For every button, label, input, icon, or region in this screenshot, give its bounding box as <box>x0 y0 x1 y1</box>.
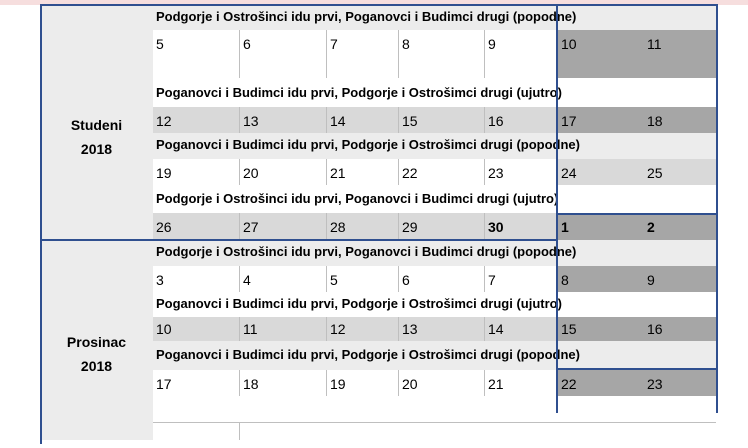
day-cell: 20 <box>399 370 485 396</box>
weekend-cell: 17 <box>558 107 644 133</box>
day-cell: 21 <box>327 159 399 185</box>
month-label-prosinac: Prosinac 2018 <box>40 330 153 378</box>
weekend-cell: 1 <box>558 213 644 240</box>
day-cell: 14 <box>327 107 399 133</box>
day-cell: 19 <box>153 159 240 185</box>
day-cell: 14 <box>485 317 558 341</box>
weekend-cell: 23 <box>644 370 716 396</box>
day-cell: 19 <box>327 370 399 396</box>
day-cell: 21 <box>485 370 558 396</box>
day-cell: 17 <box>153 370 240 396</box>
weekend-cell: 18 <box>644 107 716 133</box>
day-cell: 8 <box>399 30 485 78</box>
day-cell: 6 <box>399 266 485 292</box>
day-cell: 5 <box>327 266 399 292</box>
day-cell: 9 <box>485 30 558 78</box>
weekend-cell: 25 <box>644 159 716 185</box>
day-cell: 7 <box>327 30 399 78</box>
month-year: 2018 <box>80 141 113 157</box>
day-cell: 26 <box>153 213 240 240</box>
day-cell: 28 <box>327 213 399 240</box>
day-cell: 15 <box>399 107 485 133</box>
month-label-column <box>40 5 153 440</box>
day-cell: 4 <box>240 266 327 292</box>
day-cell: 13 <box>399 317 485 341</box>
day-cell: 5 <box>153 30 240 78</box>
banner-top: Podgorje i Ostrošinci idu prvi, Poganovc… <box>153 5 716 30</box>
banner: Poganovci i Budimci idu prvi, Podgorje i… <box>153 78 716 107</box>
weekend-cell: 8 <box>558 266 644 292</box>
month-label-studeni: Studeni 2018 <box>40 113 153 161</box>
day-cell: 12 <box>327 317 399 341</box>
day-cell: 6 <box>240 30 327 78</box>
weekend-cell: 22 <box>558 370 644 396</box>
day-cell: 27 <box>240 213 327 240</box>
weekend-cell: 11 <box>644 30 716 78</box>
weekend-cell: 2 <box>644 213 716 240</box>
weekend-cell: 9 <box>644 266 716 292</box>
day-cell: 13 <box>240 107 327 133</box>
day-cell-highlight: 30 <box>485 213 558 240</box>
banner: Poganovci i Budimci idu prvi, Podgorje i… <box>153 133 716 159</box>
weekend-cell: 16 <box>644 317 716 341</box>
day-cell: 11 <box>240 317 327 341</box>
weekend-cell: 15 <box>558 317 644 341</box>
day-cell: 23 <box>485 159 558 185</box>
empty-cell <box>153 423 240 440</box>
day-cell: 18 <box>240 370 327 396</box>
day-cell: 20 <box>240 159 327 185</box>
month-year: 2018 <box>80 358 113 374</box>
empty-row <box>153 396 716 423</box>
weekend-cell: 24 <box>558 159 644 185</box>
day-cell: 7 <box>485 266 558 292</box>
banner: Podgorje i Ostrošinci idu prvi, Poganovc… <box>153 185 716 213</box>
day-cell: 12 <box>153 107 240 133</box>
day-cell: 22 <box>399 159 485 185</box>
day-cell: 16 <box>485 107 558 133</box>
day-cell: 10 <box>153 317 240 341</box>
month-name: Prosinac <box>66 334 127 350</box>
weekend-cell: 10 <box>558 30 644 78</box>
day-cell: 29 <box>399 213 485 240</box>
top-strip <box>0 0 748 5</box>
day-cell: 3 <box>153 266 240 292</box>
banner: Poganovci i Budimci idu prvi, Podgorje i… <box>153 292 716 317</box>
banner: Poganovci i Budimci idu prvi, Podgorje i… <box>153 341 716 370</box>
banner: Podgorje i Ostrošinci idu prvi, Poganovc… <box>153 240 716 266</box>
month-name: Studeni <box>70 117 123 133</box>
